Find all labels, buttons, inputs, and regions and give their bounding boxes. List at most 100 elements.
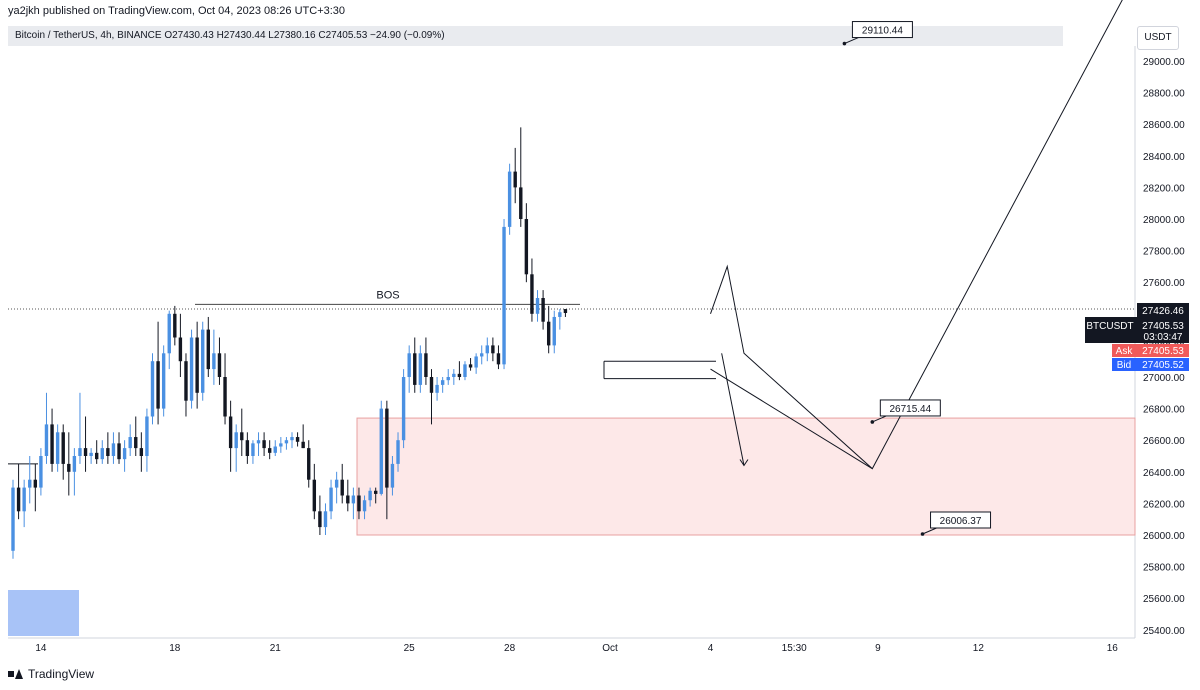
candle-body [440, 380, 445, 385]
y-tick-label: 27600.00 [1143, 278, 1185, 289]
currency-button[interactable]: USDT [1137, 26, 1179, 50]
y-tick-label: 29000.00 [1143, 57, 1185, 68]
candle-body [178, 337, 183, 362]
candle-body [251, 443, 255, 456]
symbol-legend-bar: Bitcoin / TetherUS, 4h, BINANCE O27430.4… [8, 26, 1063, 46]
candle-body [558, 312, 562, 317]
candle-body [463, 364, 467, 377]
ticker-price: 27405.53 [1142, 321, 1184, 332]
publish-caption: ya2jkh published on TradingView.com, Oct… [8, 5, 346, 17]
candle-body [290, 437, 294, 441]
bid-tag [1112, 358, 1137, 371]
callout-pointer [844, 37, 859, 45]
candle-body [156, 361, 160, 409]
candle-body [50, 424, 54, 464]
candle-body [61, 432, 65, 464]
candle-body [513, 171, 517, 188]
candle-body [72, 456, 77, 472]
y-tick-label: 27000.00 [1143, 373, 1185, 384]
candle-body [240, 432, 244, 441]
bid-price: 27405.52 [1142, 360, 1184, 371]
candle-body [480, 353, 484, 357]
x-tick-label: 25 [404, 643, 416, 654]
candle-body [307, 448, 311, 480]
candle-body [351, 495, 356, 504]
price-callout-label: 26006.37 [940, 516, 982, 527]
candle-body [117, 443, 121, 460]
candle-body [273, 446, 277, 453]
candle-body [357, 495, 361, 512]
y-tick-label: 28600.00 [1143, 120, 1185, 131]
y-tick-label: 27800.00 [1143, 247, 1185, 258]
candle-body [457, 373, 462, 377]
y-tick-label: 26800.00 [1143, 405, 1185, 416]
candle-body [491, 345, 495, 354]
candle-body [100, 448, 104, 460]
candle-body [284, 440, 289, 444]
candle-body [150, 361, 155, 417]
candle-body [379, 408, 383, 494]
candle-body [33, 479, 38, 488]
candle-body [78, 448, 82, 456]
demand-zone [356, 417, 1136, 536]
candle-body [128, 437, 132, 449]
candle-body [184, 361, 188, 401]
candle-body [452, 373, 456, 377]
y-tick-label: 26000.00 [1143, 531, 1185, 542]
y-tick-label: 25600.00 [1143, 594, 1185, 605]
highlight-box [8, 590, 79, 636]
candle-body [429, 377, 434, 393]
y-tick-label: 28800.00 [1143, 89, 1185, 100]
candle-body [83, 448, 88, 456]
price-callout-box [879, 399, 941, 417]
candle-body [106, 448, 110, 456]
candle-body [519, 187, 523, 219]
projection-drop-line [710, 368, 873, 470]
candle-body [546, 321, 551, 346]
candle-body [385, 408, 389, 488]
candle-body [401, 377, 406, 441]
candle-body [446, 377, 450, 381]
tradingview-logo[interactable]: TradingView [8, 667, 94, 681]
x-tick-label: 9 [875, 643, 881, 654]
candle-body [424, 353, 428, 377]
y-tick-label: 26400.00 [1143, 468, 1185, 479]
candle-body [267, 448, 272, 453]
candle-body [485, 345, 489, 354]
candle-body [413, 353, 417, 385]
candle-body [323, 511, 328, 528]
candle-body [390, 463, 395, 488]
candle-body [496, 353, 501, 365]
bid-label: Bid [1117, 360, 1131, 371]
price-callout-label: 26715.44 [889, 404, 931, 415]
callout-dot [920, 532, 925, 536]
last-price-tag [1137, 303, 1189, 317]
candle-body [374, 490, 378, 494]
candle-body [502, 226, 506, 365]
candle-body [89, 452, 93, 456]
candle-body [16, 487, 21, 512]
candle-body [122, 448, 127, 460]
candle-body [195, 337, 199, 393]
bid-price-tag [1137, 358, 1189, 371]
candle-body [167, 313, 171, 354]
candle-body [22, 487, 26, 512]
candle-body [279, 443, 283, 447]
x-tick-label: 28 [504, 643, 516, 654]
candle-body [161, 353, 166, 409]
tradingview-icon [8, 669, 24, 679]
candle-body [134, 437, 138, 449]
candle-body [334, 479, 339, 488]
candle-body [552, 316, 556, 346]
y-tick-label: 26600.00 [1143, 436, 1185, 447]
candle-body [11, 487, 15, 551]
candle-body [507, 171, 512, 227]
projection-arrow-head [739, 459, 749, 467]
candle-body [201, 329, 205, 393]
candle-body [418, 353, 423, 385]
y-tick-label: 25800.00 [1143, 563, 1185, 574]
candle-body [95, 452, 99, 460]
symbol-legend: Bitcoin / TetherUS, 4h, BINANCE O27430.4… [15, 30, 445, 41]
candle-body [139, 448, 144, 456]
